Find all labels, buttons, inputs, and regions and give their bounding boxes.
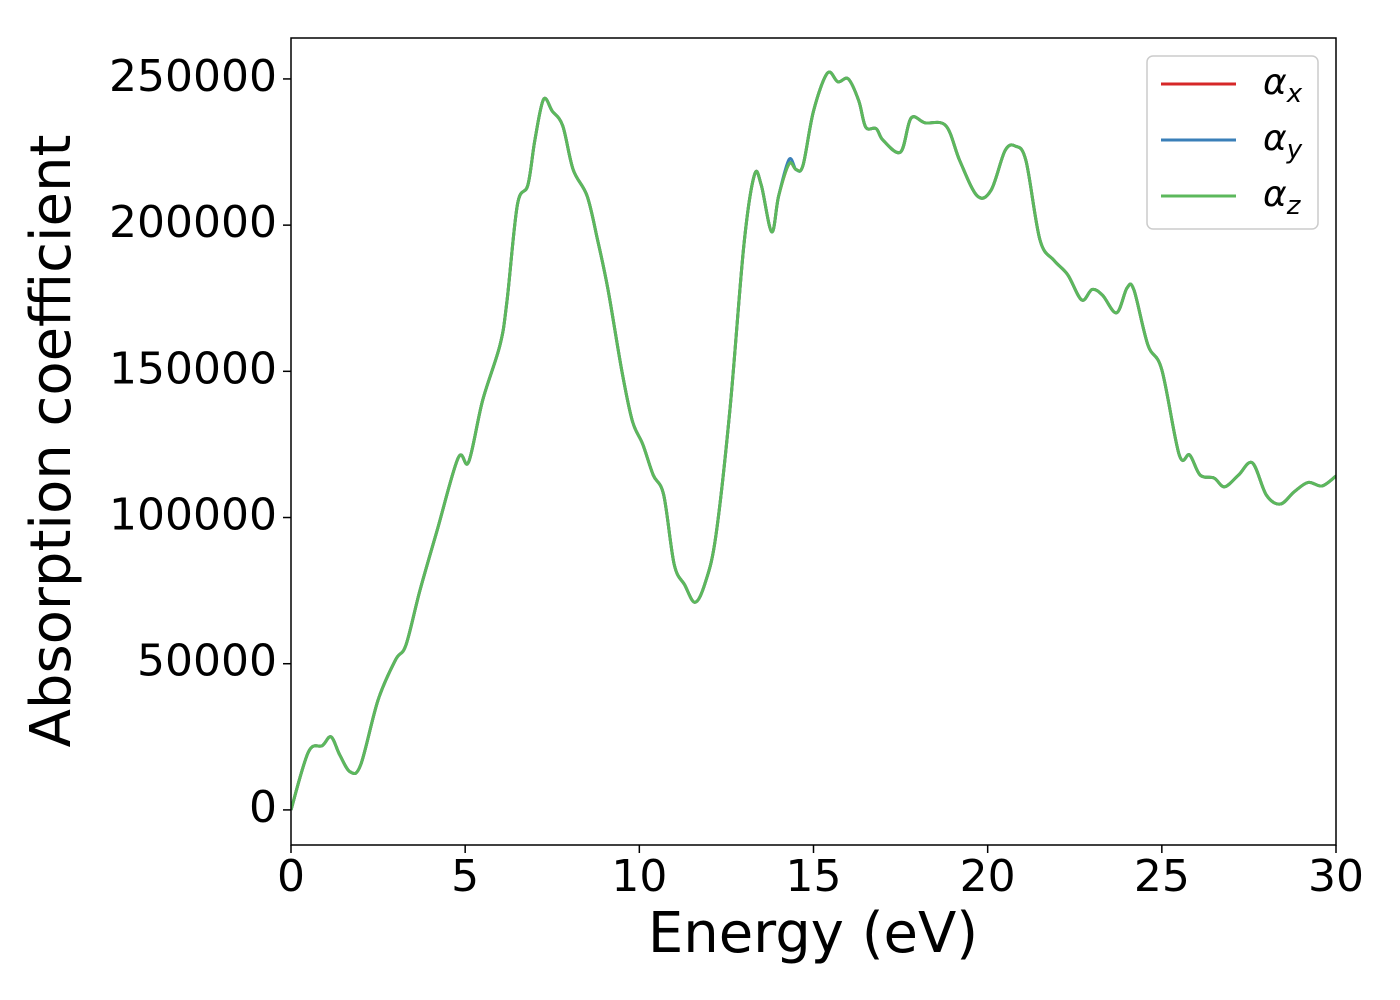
y-tick-label: 250000 — [109, 51, 277, 102]
y-tick-label: 200000 — [109, 197, 277, 248]
plot-frame — [290, 37, 1337, 846]
x-tick-label: 30 — [1308, 851, 1364, 902]
x-tick-label: 15 — [786, 851, 842, 902]
x-tick-label: 10 — [611, 851, 667, 902]
x-tick-label: 0 — [277, 851, 305, 902]
x-tick-label: 20 — [960, 851, 1016, 902]
x-tick-label: 25 — [1134, 851, 1190, 902]
legend-box — [1146, 55, 1319, 230]
y-tick-label: 0 — [249, 782, 277, 833]
legend-label: αy — [1263, 118, 1303, 165]
y-tick-label: 150000 — [109, 343, 277, 394]
y-axis-label: Absorption coefficient — [19, 135, 84, 748]
series-line — [291, 70, 1336, 811]
y-tick-label: 100000 — [109, 490, 277, 541]
x-tick-label: 5 — [451, 851, 479, 902]
y-tick-label: 50000 — [137, 636, 277, 687]
x-axis-label: Energy (eV) — [648, 901, 978, 966]
legend-label: αx — [1263, 62, 1303, 109]
legend-label: αz — [1263, 174, 1302, 221]
